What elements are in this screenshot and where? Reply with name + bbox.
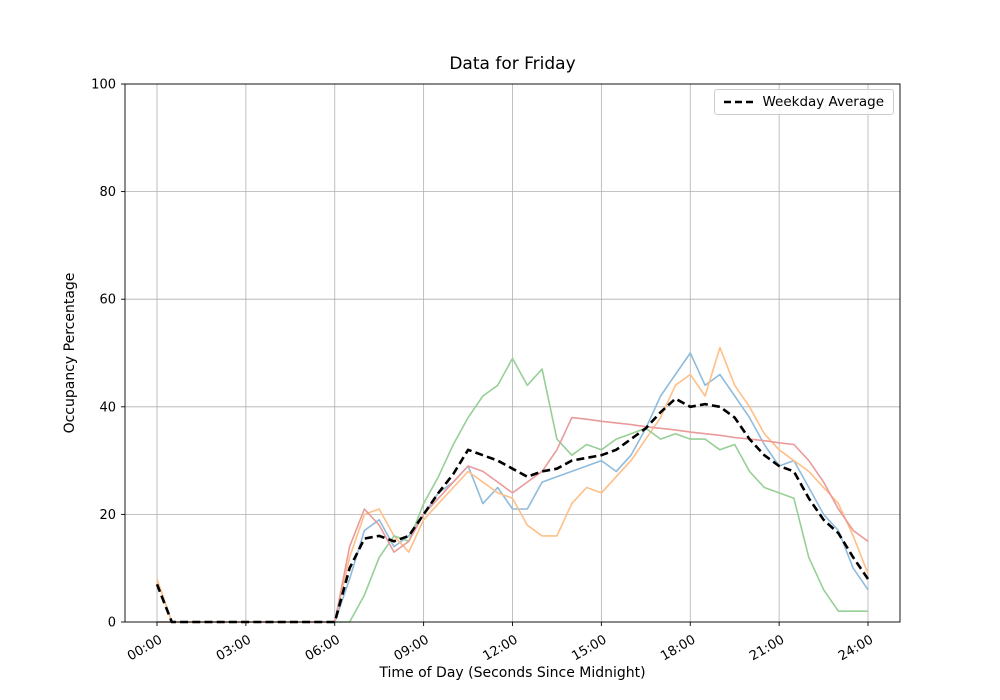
series-weekday-average — [155, 397, 870, 624]
y-tick-labels: 0 20 40 60 80 100 — [91, 78, 125, 631]
svg-text:03:00: 03:00 — [214, 632, 254, 664]
x-axis-label: Time of Day (Seconds Since Midnight) — [379, 665, 646, 681]
svg-text:09:00: 09:00 — [392, 632, 432, 664]
svg-text:40: 40 — [99, 400, 116, 415]
dashed-line-icon — [724, 100, 755, 104]
svg-text:06:00: 06:00 — [303, 632, 343, 664]
grid — [125, 83, 900, 623]
svg-text:15:00: 15:00 — [569, 632, 609, 664]
x-tick-labels: 00:00 03:00 06:00 09:00 12:00 15:00 18:00 21:00… — [125, 622, 876, 664]
legend-label: Weekday Average — [762, 94, 884, 110]
svg-text:60: 60 — [99, 293, 116, 308]
svg-text:24:00: 24:00 — [836, 632, 876, 664]
svg-text:0: 0 — [108, 616, 116, 631]
svg-text:00:00: 00:00 — [125, 632, 165, 664]
svg-text:12:00: 12:00 — [481, 632, 521, 664]
svg-text:80: 80 — [99, 185, 116, 200]
y-axis-label: Occupancy Percentage — [62, 272, 78, 434]
svg-text:21:00: 21:00 — [747, 632, 787, 664]
svg-text:18:00: 18:00 — [658, 632, 698, 664]
legend: Weekday Average — [714, 89, 894, 115]
svg-text:20: 20 — [99, 508, 116, 523]
svg-text:100: 100 — [91, 78, 116, 93]
chart-title: Data for Friday — [449, 54, 576, 74]
